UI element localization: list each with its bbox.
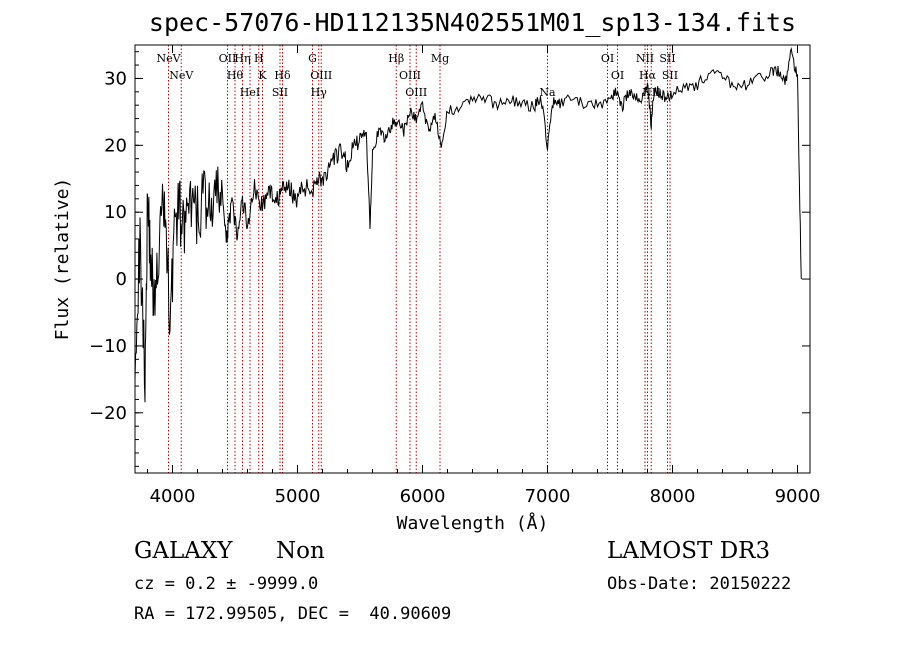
object-subclass: Non bbox=[276, 538, 325, 564]
spectral-line-labels: NeV NeV OII Hθ Hη HeI HK Hδ SII G OIII Hγ Hβ OIII OIII… bbox=[156, 52, 678, 99]
spectral-line-label: Hα bbox=[639, 69, 657, 82]
spectral-line-label: H bbox=[254, 52, 264, 65]
spectral-line-markers bbox=[168, 45, 671, 473]
survey-name: LAMOST DR3 bbox=[607, 538, 771, 564]
spectrum-series-line bbox=[134, 46, 802, 403]
plot-frame bbox=[134, 44, 811, 474]
y-tick-label: 30 bbox=[104, 68, 127, 89]
axes: 4000 5000 6000 7000 8000 9000 −20 −10 0 10 20 30 Wav… bbox=[52, 44, 821, 534]
spectral-line-label: NII bbox=[636, 52, 654, 65]
y-tick-label: −10 bbox=[89, 336, 127, 357]
y-tick-label: −20 bbox=[89, 403, 127, 424]
y-axis-label: Flux (relative) bbox=[52, 178, 73, 341]
spectral-line-label: Hγ bbox=[311, 86, 328, 99]
spectral-line-label: Hβ bbox=[388, 52, 404, 65]
x-tick-label: 7000 bbox=[525, 486, 571, 507]
spectral-line-label: Na bbox=[539, 86, 556, 99]
coordinates-line: RA = 172.99505, DEC = 40.90609 bbox=[134, 604, 452, 624]
spectral-line-label: NII bbox=[642, 86, 660, 99]
spectral-line-label: NeV bbox=[156, 52, 181, 65]
spectral-line-label: OIII bbox=[310, 69, 332, 82]
y-tick-label: 0 bbox=[116, 269, 127, 290]
redshift-line: cz = 0.2 ± -9999.0 bbox=[134, 574, 319, 594]
spectral-line-label: SII bbox=[662, 69, 678, 82]
spectral-line-label: HeI bbox=[240, 86, 260, 99]
y-tick-label: 10 bbox=[104, 202, 127, 223]
spectral-line-label: SII bbox=[272, 86, 288, 99]
spectral-line-label: OI bbox=[611, 69, 624, 82]
x-tick-label: 5000 bbox=[275, 486, 321, 507]
spectral-line-label: OIII bbox=[399, 69, 421, 82]
spectral-line-label: OI bbox=[601, 52, 614, 65]
spectral-line-label: SII bbox=[659, 52, 675, 65]
x-tick-label: 4000 bbox=[150, 486, 196, 507]
spectral-line-label: G bbox=[308, 52, 317, 65]
spectral-line-label: K bbox=[258, 69, 267, 82]
spectral-line-label: Hδ bbox=[274, 69, 291, 82]
spectral-line-label: NeV bbox=[169, 69, 194, 82]
x-tick-label: 8000 bbox=[650, 486, 696, 507]
x-tick-label: 6000 bbox=[400, 486, 446, 507]
object-class: GALAXY bbox=[134, 538, 233, 564]
spectral-line-label: Mg bbox=[431, 52, 449, 65]
series-layer bbox=[134, 46, 802, 403]
x-axis-label: Wavelength (Å) bbox=[397, 512, 549, 534]
spectral-line-label: OIII bbox=[405, 86, 427, 99]
spectral-line-label: Hη bbox=[234, 52, 250, 65]
y-tick-label: 20 bbox=[104, 135, 127, 156]
spectral-line-label: Hθ bbox=[227, 69, 244, 82]
observation-date: Obs-Date: 20150222 bbox=[607, 574, 792, 594]
chart-title: spec-57076-HD112135N402551M01_sp13-134.f… bbox=[148, 8, 797, 37]
spectral-line-label: OII bbox=[219, 52, 237, 65]
x-tick-label: 9000 bbox=[775, 486, 821, 507]
